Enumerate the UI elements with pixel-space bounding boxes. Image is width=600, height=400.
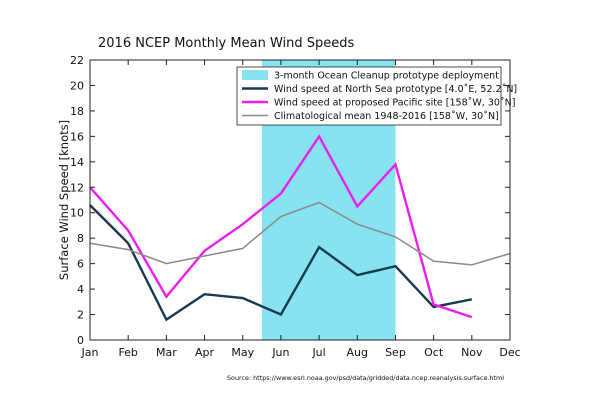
y-tick-label: 14 bbox=[70, 156, 84, 169]
legend-label: 3-month Ocean Cleanup prototype deployme… bbox=[274, 71, 499, 82]
x-tick-label: Dec bbox=[499, 346, 520, 359]
plot-frame bbox=[89, 59, 511, 341]
x-tick-label: Nov bbox=[461, 346, 483, 359]
y-axis-label: Surface Wind Speed [knots] bbox=[57, 120, 71, 280]
series-line-2 bbox=[89, 134, 473, 319]
x-tick-label: Mar bbox=[156, 346, 177, 359]
y-tick-label: 12 bbox=[70, 181, 84, 194]
x-tick-label: May bbox=[231, 346, 254, 359]
x-tick-label: Jan bbox=[81, 346, 99, 359]
y-tick-label: 8 bbox=[77, 232, 84, 245]
y-tick-label: 16 bbox=[70, 130, 84, 143]
legend-label: Climatological mean 1948-2016 [158˚W, 30… bbox=[274, 111, 499, 122]
x-tick-label: Sep bbox=[385, 346, 406, 359]
legend-box bbox=[236, 66, 502, 126]
y-tick-label: 22 bbox=[70, 54, 84, 67]
source-note: Source: https://www.esrl.noaa.gov/psd/da… bbox=[227, 374, 504, 382]
x-tick-label: Aug bbox=[347, 346, 368, 359]
legend-label: Wind speed at proposed Pacific site [158… bbox=[274, 98, 515, 109]
x-tick-label: Jul bbox=[311, 346, 325, 359]
y-tick-label: 6 bbox=[77, 258, 84, 271]
x-tick-label: Jun bbox=[271, 346, 289, 359]
legend-label: Wind speed at North Sea prototype [4.0˚E… bbox=[274, 84, 517, 95]
x-tick-label: Feb bbox=[118, 346, 137, 359]
y-tick-label: 20 bbox=[70, 79, 84, 92]
x-tick-label: Oct bbox=[424, 346, 444, 359]
y-tick-label: 0 bbox=[77, 334, 84, 347]
y-tick-label: 2 bbox=[77, 309, 84, 322]
legend-swatch-shading bbox=[242, 70, 268, 80]
x-tick-label: Apr bbox=[195, 346, 215, 359]
series-line-1 bbox=[89, 204, 473, 322]
y-tick-label: 4 bbox=[77, 283, 84, 296]
chart-title: 2016 NCEP Monthly Mean Wind Speeds bbox=[98, 36, 355, 51]
y-tick-label: 10 bbox=[70, 207, 84, 220]
legend: 3-month Ocean Cleanup prototype deployme… bbox=[236, 66, 517, 126]
y-tick-label: 18 bbox=[70, 105, 84, 118]
series-line-3 bbox=[89, 201, 511, 266]
